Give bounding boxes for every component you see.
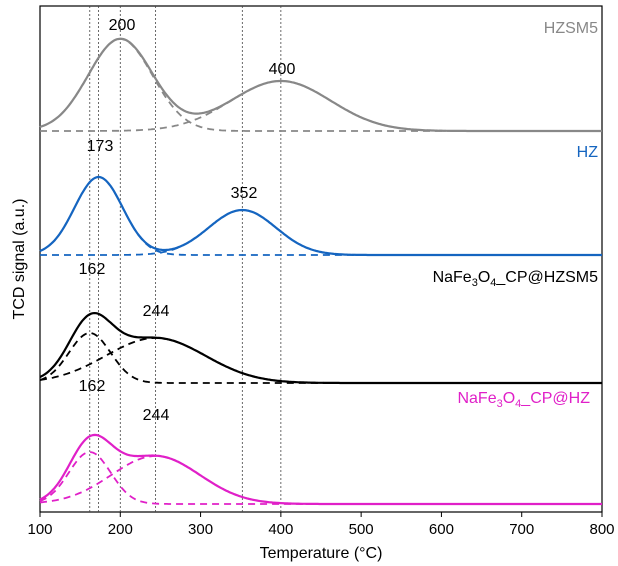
label-subscript: 4 — [490, 277, 496, 289]
peak-label-cphz-162: 162 — [79, 378, 106, 395]
component-curve-hz-352 — [40, 209, 602, 256]
label-part: O — [503, 390, 515, 407]
peak-label-hzsm5-200: 200 — [109, 17, 136, 34]
label-subscript: 4 — [515, 398, 521, 410]
series-line-hzsm5 — [39, 37, 602, 133]
x-tick-label-600: 600 — [429, 521, 454, 538]
x-tick-label-800: 800 — [589, 521, 614, 538]
label-part: _CP@HZ — [520, 390, 590, 407]
component-curve-nafe3o4-cp-hz-244 — [39, 455, 602, 505]
component-curve-nafe3o4-cp-hzsm5-244 — [39, 337, 602, 384]
series-label-hzsm5: HZSM5 — [544, 20, 598, 37]
x-tick-label-300: 300 — [188, 521, 213, 538]
component-curve-hzsm5-200 — [39, 38, 602, 132]
x-axis: 100 200 300 400 500 600 700 800 — [27, 512, 615, 538]
peak-label-cphz-244: 244 — [143, 407, 170, 424]
component-curve-nafe3o4-cp-hz-162 — [39, 451, 602, 505]
label-part: NaFe — [433, 269, 472, 286]
component-curve-nafe3o4-cp-hzsm5-162 — [39, 332, 602, 384]
x-tick-label-200: 200 — [108, 521, 133, 538]
label-subscript: 3 — [497, 398, 503, 410]
x-tick-label-500: 500 — [349, 521, 374, 538]
label-part: NaFe — [457, 390, 496, 407]
series-label-nafe3o4-cp-hzsm5: NaFe3O4_CP@HZSM5 — [433, 269, 599, 289]
label-subscript: 3 — [472, 277, 478, 289]
x-axis-title: Temperature (°C) — [260, 545, 383, 562]
x-tick-label-400: 400 — [268, 521, 293, 538]
series-line-nafe3o4-cp-hz — [39, 433, 602, 506]
peak-label-hz-352: 352 — [231, 185, 258, 202]
peak-label-cphzsm5-162: 162 — [79, 261, 106, 278]
label-part: _CP@HZSM5 — [495, 269, 598, 286]
series-line-nafe3o4-cp-hzsm5 — [39, 311, 602, 385]
series-line-hz — [39, 175, 602, 257]
reference-lines — [89, 6, 282, 512]
series-curves — [39, 37, 602, 506]
component-curve-hz-173 — [39, 176, 602, 256]
component-curve-hzsm5-400 — [40, 80, 602, 132]
series-label-hz: HZ — [577, 144, 599, 161]
x-tick-label-700: 700 — [509, 521, 534, 538]
peak-label-cphzsm5-244: 244 — [143, 303, 170, 320]
label-part: O — [478, 269, 490, 286]
y-axis-title: TCD signal (a.u.) — [11, 199, 28, 320]
plot-frame — [39, 5, 603, 513]
peak-label-hzsm5-400: 400 — [269, 61, 296, 78]
peak-label-hz-173: 173 — [87, 138, 114, 155]
series-label-nafe3o4-cp-hz: NaFe3O4_CP@HZ — [457, 390, 590, 410]
x-tick-label-100: 100 — [27, 521, 52, 538]
